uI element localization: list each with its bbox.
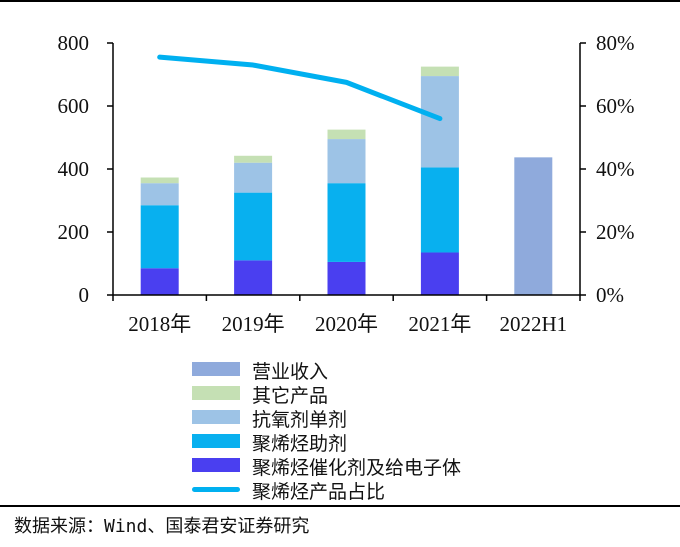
legend-label-antioxidant: 抗氧剂单剂 bbox=[252, 409, 348, 431]
source-note: 数据来源：Wind、国泰君安证券研究 bbox=[14, 516, 310, 537]
legend-swatch-other-products bbox=[192, 386, 240, 400]
bar-0-1 bbox=[234, 260, 273, 295]
bar-0-0 bbox=[140, 268, 179, 295]
x-tick-label-1: 2019年 bbox=[222, 312, 285, 336]
legend-swatch-share-line bbox=[192, 487, 240, 492]
bar-0-2 bbox=[327, 261, 366, 295]
legend-label-polyolefin-additive: 聚烯烃助剂 bbox=[252, 433, 348, 455]
y-left-tick-label-2: 400 bbox=[58, 157, 90, 181]
bar-3-1 bbox=[234, 155, 273, 163]
y-right-tick-label-1: 20% bbox=[596, 220, 635, 244]
bar-1-0 bbox=[140, 205, 179, 269]
bar-2-2 bbox=[327, 139, 366, 184]
legend-label-other-products: 其它产品 bbox=[252, 385, 329, 407]
y-left-tick-label-4: 800 bbox=[58, 31, 90, 55]
bar-1-1 bbox=[234, 192, 273, 261]
y-right-tick-label-3: 60% bbox=[596, 94, 635, 118]
bottom-rule bbox=[0, 505, 680, 507]
bar-3-3 bbox=[420, 66, 459, 77]
bar-2-0 bbox=[140, 183, 179, 206]
legend-label-catalyst: 聚烯烃催化剂及给电子体 bbox=[252, 457, 462, 479]
x-tick-label-4: 2022H1 bbox=[499, 312, 567, 336]
legend-swatch-revenue bbox=[192, 362, 240, 376]
top-rule bbox=[0, 0, 680, 2]
bar-2-3 bbox=[420, 76, 459, 168]
bar-0-3 bbox=[420, 252, 459, 295]
bar-1-2 bbox=[327, 183, 366, 262]
bar-3-2 bbox=[327, 129, 366, 140]
y-left-tick-label-0: 0 bbox=[79, 283, 90, 307]
bar-2-1 bbox=[234, 162, 273, 193]
bar-3-0 bbox=[140, 177, 179, 184]
y-right-tick-label-0: 0% bbox=[596, 283, 624, 307]
line-series-share bbox=[157, 54, 443, 122]
chart-svg: 0 200 400 600 800 0% 20% 40% 60% 80% 2018年 2019年 202… bbox=[58, 31, 635, 336]
y-right-tick-label-2: 40% bbox=[596, 157, 635, 181]
legend-label-share-line: 聚烯烃产品占比 bbox=[252, 481, 386, 503]
legend-label-revenue: 营业收入 bbox=[252, 361, 329, 383]
legend-swatch-antioxidant bbox=[192, 410, 240, 424]
bar-1-3 bbox=[420, 167, 459, 253]
x-tick-label-2: 2020年 bbox=[315, 312, 378, 336]
x-tick-label-0: 2018年 bbox=[128, 312, 191, 336]
legend-swatch-catalyst bbox=[192, 458, 240, 472]
bar-4-4 bbox=[514, 157, 553, 295]
y-right-tick-label-4: 80% bbox=[596, 31, 635, 55]
y-left-tick-label-1: 200 bbox=[58, 220, 90, 244]
legend-swatch-polyolefin-additive bbox=[192, 434, 240, 448]
x-tick-label-3: 2021年 bbox=[408, 312, 471, 336]
y-left-tick-label-3: 600 bbox=[58, 94, 90, 118]
